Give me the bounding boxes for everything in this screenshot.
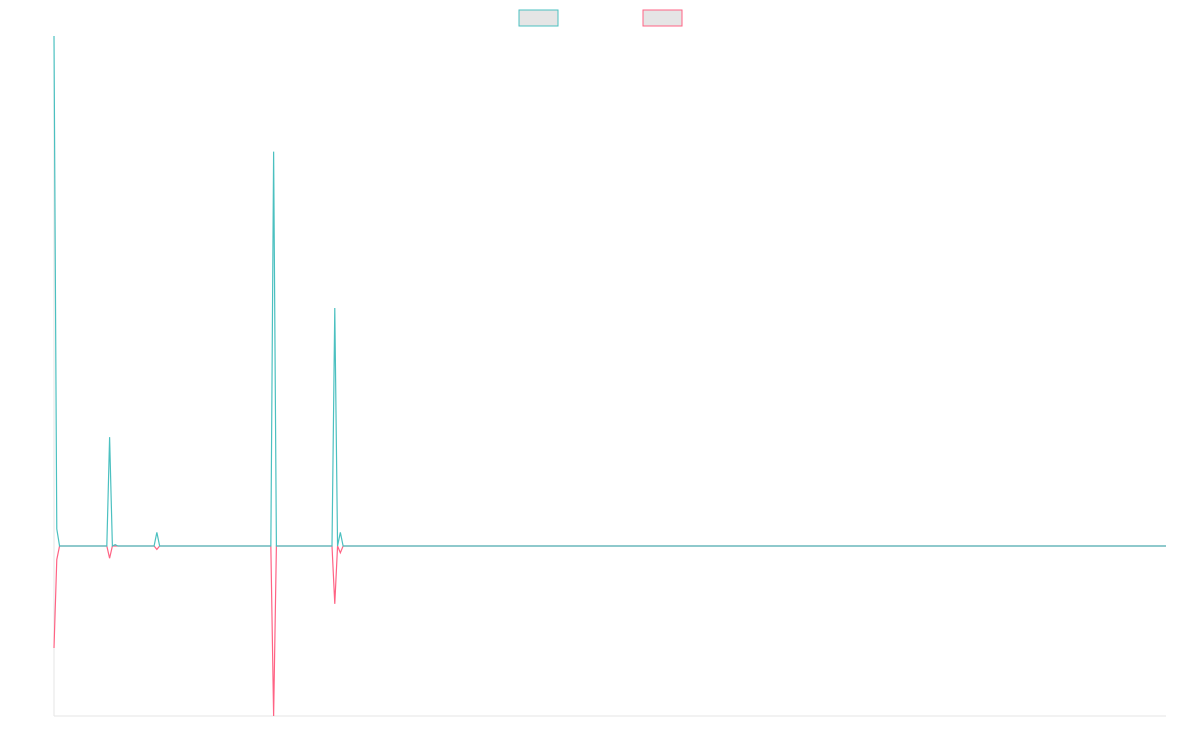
legend-swatch: [518, 9, 559, 27]
series-line: [53, 35, 1166, 547]
legend-swatch: [642, 9, 683, 27]
series-line: [53, 545, 1166, 717]
